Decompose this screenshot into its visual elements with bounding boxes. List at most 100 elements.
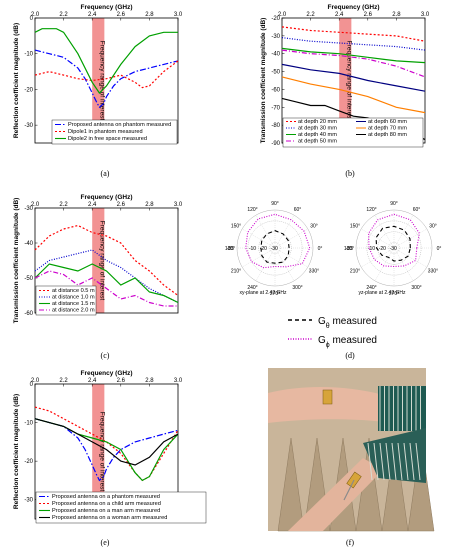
xtick-label-e-4: 2.8 (145, 378, 154, 384)
ytick-label-b-5: -70 (271, 105, 280, 111)
series-b-1 (281, 37, 426, 51)
ytick-label-b-0: -20 (271, 16, 280, 22)
sleeve-stripe (409, 442, 415, 481)
polar-rtick-0-0: -10 (249, 246, 256, 252)
legend-box-a (51, 119, 178, 145)
ylabel-b: Transmission coefficient magnitude (dB) (260, 18, 267, 144)
xtick-label-c-2: 2.4 (88, 202, 97, 208)
polar-spoke-1-330 (393, 247, 427, 268)
xtick-label-b-2: 2.4 (335, 12, 344, 18)
polar-angle-0-10: 150° (231, 224, 241, 230)
polar-ring-1-1 (366, 220, 422, 276)
sleeve-stripe (367, 442, 373, 481)
band-label-e: Frequency range of interest (98, 412, 105, 492)
legend-label-b-4: at depth 60 mm (368, 119, 407, 125)
ytick-label-a-2: -20 (24, 87, 33, 93)
xtick-label-b-4: 2.8 (392, 12, 401, 18)
sleeve-stripe (385, 442, 391, 481)
legend-label-e-3: Proposed antenna on a woman arm measured (52, 515, 167, 521)
ytick-label-a-3: -30 (24, 123, 33, 129)
legend-box-b (282, 117, 424, 148)
polar-gtheta-trace-0 (260, 230, 290, 264)
polar-rtick-1-3: -35 (346, 246, 353, 252)
polar-rtick-0-3: -35 (227, 246, 234, 252)
polar-caption-0: xy-plane at 2.42 GHz (240, 290, 287, 296)
polar-rtick-1-2: -30 (390, 246, 397, 252)
xlabel-c: Frequency (GHz) (80, 194, 132, 201)
polar-angle-0-5: 300° (292, 285, 302, 291)
polar-spoke-1-150 (361, 228, 395, 249)
xtick-label-c-4: 2.8 (145, 202, 154, 208)
polar-spoke-1-210 (361, 247, 395, 268)
polar-angle-1-1: 60° (413, 207, 421, 213)
xtick-label-b-5: 3.0 (421, 12, 430, 18)
band-label-a: Frequency range of interest (98, 41, 105, 121)
polar-ring-0-3 (269, 242, 281, 254)
legend-label-b-6: at depth 80 mm (368, 132, 407, 138)
legend-label-a-0: Proposed antenna on phantom measured (68, 122, 171, 128)
polar-gphi-trace-0 (245, 213, 311, 269)
polar-angle-1-5: 300° (411, 285, 421, 291)
xtick-label-a-3: 2.6 (117, 12, 126, 18)
xtick-label-c-5: 3.0 (174, 202, 183, 208)
ytick-label-a-1: -10 (24, 52, 33, 58)
legend-label-b-2: at depth 40 mm (298, 132, 337, 138)
legend-label-b-5: at depth 70 mm (368, 126, 407, 132)
sleeve-stripe (403, 442, 409, 481)
polar-spoke-1-240 (374, 247, 395, 281)
panel-label-a: (a) (101, 169, 110, 178)
band-e (92, 384, 105, 519)
polar-spoke-0-150 (242, 228, 276, 249)
series-c-0 (34, 224, 179, 296)
panel-label-f: (f) (346, 538, 354, 547)
xtick-label-e-2: 2.4 (88, 378, 97, 384)
polar-caption-1: yz-plane at 2.42 GHz (359, 290, 406, 296)
polar-angle-1-3: 0° (437, 246, 442, 252)
xtick-label-e-3: 2.6 (117, 378, 126, 384)
plot-frame-c (34, 207, 179, 314)
legend-label-e-2: Proposed antenna on a man arm measured (52, 508, 160, 514)
foam-pyramid (407, 437, 435, 532)
xlabel-a: Frequency (GHz) (80, 4, 132, 11)
ytick-label-e-2: -20 (24, 459, 33, 465)
polar-spoke-0-300 (274, 247, 295, 281)
panel-label-b: (b) (345, 169, 355, 178)
legend-label-c-0: at distance 0.5 m (52, 288, 95, 294)
legend-label-c-3: at distance 2.0 m (52, 308, 95, 314)
xtick-label-c-3: 2.6 (117, 202, 126, 208)
xtick-label-e-0: 2.0 (31, 378, 40, 384)
ytick-label-b-6: -80 (271, 123, 280, 129)
band-label-c: Frequency range of interest (98, 221, 105, 301)
polar-angle-1-11: 120° (366, 207, 376, 213)
xtick-label-a-0: 2.0 (31, 12, 40, 18)
ytick-label-e-0: 0 (30, 382, 34, 388)
polar-angle-0-2: 30° (310, 224, 318, 230)
panel-label-d: (d) (345, 351, 355, 360)
polar-spoke-0-60 (274, 215, 295, 249)
polar-ring-0-0 (236, 209, 314, 287)
ylabel-c: Transmission coefficient magnitude (dB) (13, 198, 20, 324)
foam-pyramid (381, 437, 409, 532)
polar-angle-0-7: 240° (247, 285, 257, 291)
polar-angle-1-10: 150° (350, 224, 360, 230)
polar-spoke-0-120 (255, 215, 276, 249)
xtick-label-c-0: 2.0 (31, 202, 40, 208)
xtick-label-e-1: 2.2 (59, 378, 68, 384)
polar-gtheta-trace-1 (375, 225, 411, 262)
ytick-label-e-1: -10 (24, 421, 33, 427)
polar-angle-0-4: 330° (309, 269, 319, 275)
panel-label-c: (c) (101, 351, 110, 360)
ytick-label-c-2: -50 (24, 276, 33, 282)
series-a-0 (34, 49, 179, 109)
polar-spoke-0-210 (242, 247, 276, 268)
ytick-label-b-2: -40 (271, 52, 280, 58)
series-e-0 (34, 418, 179, 482)
ytick-label-b-7: -90 (271, 141, 280, 147)
polar-angle-0-0: 90° (271, 201, 279, 207)
legend-label-b-3: at depth 50 mm (298, 139, 337, 145)
polar-angle-0-11: 120° (247, 207, 257, 213)
panel-label-e: (e) (101, 538, 110, 547)
polar-angle-1-6: 270° (389, 291, 399, 297)
polar-spoke-0-330 (274, 247, 308, 268)
